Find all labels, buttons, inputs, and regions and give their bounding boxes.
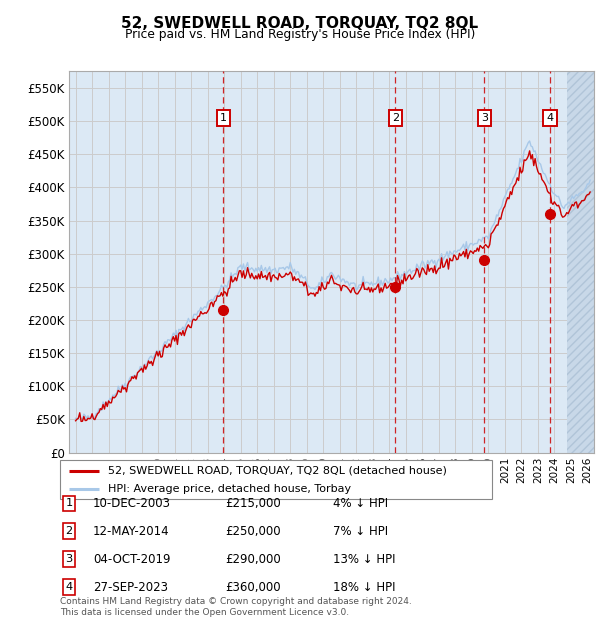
Text: 52, SWEDWELL ROAD, TORQUAY, TQ2 8QL (detached house): 52, SWEDWELL ROAD, TORQUAY, TQ2 8QL (det…: [107, 466, 446, 476]
Text: £250,000: £250,000: [225, 525, 281, 538]
Text: Price paid vs. HM Land Registry's House Price Index (HPI): Price paid vs. HM Land Registry's House …: [125, 28, 475, 41]
Text: 1: 1: [65, 498, 73, 508]
Text: 04-OCT-2019: 04-OCT-2019: [93, 553, 170, 565]
Text: 4: 4: [65, 582, 73, 592]
Text: Contains HM Land Registry data © Crown copyright and database right 2024.
This d: Contains HM Land Registry data © Crown c…: [60, 598, 412, 617]
Text: HPI: Average price, detached house, Torbay: HPI: Average price, detached house, Torb…: [107, 484, 350, 494]
Text: 4% ↓ HPI: 4% ↓ HPI: [333, 497, 388, 510]
Text: 13% ↓ HPI: 13% ↓ HPI: [333, 553, 395, 565]
Text: 4: 4: [547, 113, 554, 123]
Text: 1: 1: [220, 113, 227, 123]
Text: 2: 2: [392, 113, 399, 123]
FancyBboxPatch shape: [60, 460, 492, 499]
Text: 3: 3: [65, 554, 73, 564]
Text: 7% ↓ HPI: 7% ↓ HPI: [333, 525, 388, 538]
Text: 3: 3: [481, 113, 488, 123]
Text: £215,000: £215,000: [225, 497, 281, 510]
Text: 12-MAY-2014: 12-MAY-2014: [93, 525, 170, 538]
Bar: [567, 71, 596, 453]
Text: 2: 2: [65, 526, 73, 536]
Text: 10-DEC-2003: 10-DEC-2003: [93, 497, 171, 510]
Text: £360,000: £360,000: [225, 581, 281, 593]
Text: 27-SEP-2023: 27-SEP-2023: [93, 581, 168, 593]
Text: 18% ↓ HPI: 18% ↓ HPI: [333, 581, 395, 593]
Text: £290,000: £290,000: [225, 553, 281, 565]
Text: 52, SWEDWELL ROAD, TORQUAY, TQ2 8QL: 52, SWEDWELL ROAD, TORQUAY, TQ2 8QL: [121, 16, 479, 30]
